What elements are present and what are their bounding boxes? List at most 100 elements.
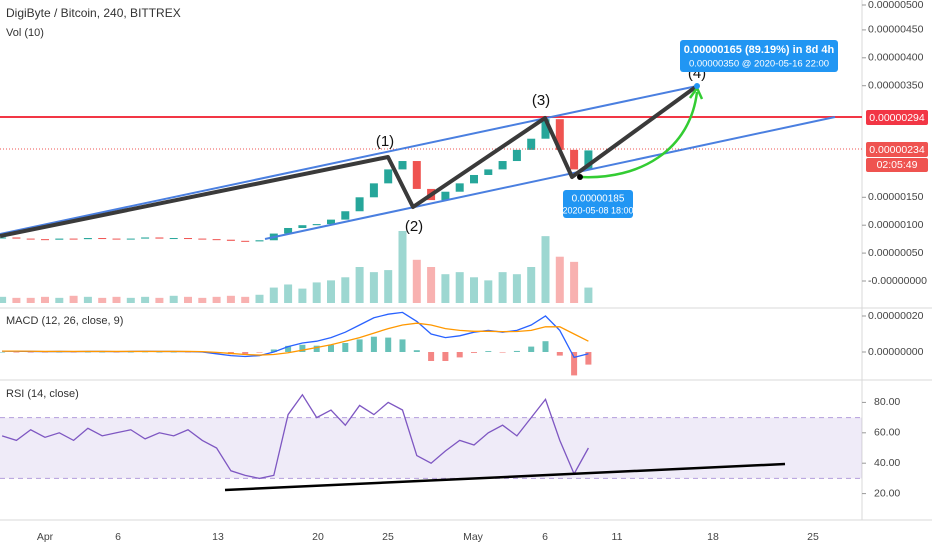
candle (312, 224, 321, 226)
volume-bar (198, 297, 207, 303)
low-box (563, 190, 633, 218)
price-line-tag (866, 110, 928, 125)
x-tick-label: 25 (807, 531, 819, 543)
macd-histogram (84, 352, 91, 353)
macd-histogram (571, 352, 578, 376)
channel-lower (264, 116, 836, 240)
macd-histogram (99, 352, 106, 353)
macd-histogram (471, 352, 477, 353)
candle (198, 238, 207, 240)
x-tick-label: 20 (312, 531, 324, 543)
symbol-title: DigiByte / Bitcoin, 240, BITTREX (6, 6, 181, 20)
candle (226, 239, 235, 241)
candle (241, 240, 250, 242)
candle (112, 238, 121, 240)
volume-bar (369, 272, 378, 303)
x-tick-label: Apr (37, 531, 54, 543)
candle (0, 237, 7, 239)
volume-bar (484, 280, 493, 303)
candle (441, 191, 450, 201)
x-tick-label: 25 (382, 531, 394, 543)
volume-bar (269, 287, 278, 303)
candle (83, 238, 92, 240)
macd-histogram (528, 346, 535, 352)
signal-line (2, 322, 589, 356)
volume-bar (284, 284, 293, 303)
candle (369, 183, 378, 198)
candle (512, 149, 521, 162)
y-tick-label: -0.00000000 (868, 275, 927, 287)
wave-path (0, 84, 699, 238)
last-price-tag (866, 142, 928, 157)
candle (455, 183, 464, 192)
macd-histogram (485, 351, 492, 352)
macd-histogram (299, 344, 306, 352)
volume-bar (455, 272, 464, 303)
y-tick-label: 0.00000450 (868, 24, 924, 36)
rsi-title: RSI (14, close) (6, 388, 79, 400)
candle (570, 149, 579, 170)
candle (527, 138, 536, 150)
low-text: 0.00000185 (572, 194, 625, 205)
point (577, 174, 583, 180)
candle (555, 119, 564, 150)
macd-histogram (413, 350, 420, 352)
volume-bar (0, 296, 7, 303)
candle (327, 219, 335, 225)
candle (584, 150, 593, 170)
macd-histogram (13, 352, 20, 353)
macd-histogram (556, 352, 563, 356)
volume-bar (341, 277, 350, 303)
candle (541, 119, 550, 139)
volume-bar (541, 236, 550, 303)
candle (284, 227, 293, 234)
candle (298, 225, 307, 228)
x-tick-label: May (463, 531, 484, 543)
rsi-line (1, 393, 589, 480)
macd-histogram (370, 336, 377, 352)
volume-bar (312, 282, 321, 303)
macd-histogram (442, 352, 449, 361)
volume-bar (226, 295, 235, 303)
projection-text: 0.00000350 @ 2020-05-16 22:00 (689, 59, 829, 70)
y-tick-label: 0.00000050 (868, 247, 924, 259)
y-tick-label: 60.00 (874, 427, 900, 439)
volume-bar (55, 297, 64, 303)
macd-histogram (542, 341, 549, 352)
volume-bar (327, 280, 335, 303)
volume-bar (255, 294, 264, 303)
candle (498, 161, 507, 170)
macd-histogram (27, 352, 34, 353)
y-tick-label: 0.00000000 (868, 346, 924, 358)
candle (355, 197, 364, 212)
volume-bar (527, 267, 536, 303)
candle (341, 211, 350, 220)
y-tick-label: 0.00000500 (868, 0, 924, 11)
candle (126, 238, 135, 240)
y-tick-label: 0.00000020 (868, 310, 924, 322)
macd-histogram (499, 352, 506, 353)
y-tick-label: 20.00 (874, 487, 900, 499)
candle (470, 174, 478, 184)
wave-label: (1) (376, 133, 394, 150)
volume-bar (498, 272, 507, 303)
candle (412, 161, 421, 189)
volume-bar (384, 270, 393, 303)
macd-histogram (127, 352, 134, 353)
candle (155, 237, 164, 239)
y-tick-label: 0.00000400 (868, 52, 924, 64)
macd-histogram (428, 352, 435, 361)
volume-bar (212, 296, 221, 303)
volume-bar (69, 295, 78, 303)
x-tick-label: 6 (115, 531, 121, 543)
y-tick-label: 80.00 (874, 396, 900, 408)
macd-histogram (313, 345, 320, 352)
macd-histogram (356, 339, 363, 352)
volume-bar (98, 297, 107, 303)
macd-histogram (385, 337, 392, 352)
projection-box (680, 40, 838, 72)
channel-upper (0, 85, 698, 235)
macd-histogram (56, 352, 63, 353)
y-tick-label: 0.00000150 (868, 191, 924, 203)
